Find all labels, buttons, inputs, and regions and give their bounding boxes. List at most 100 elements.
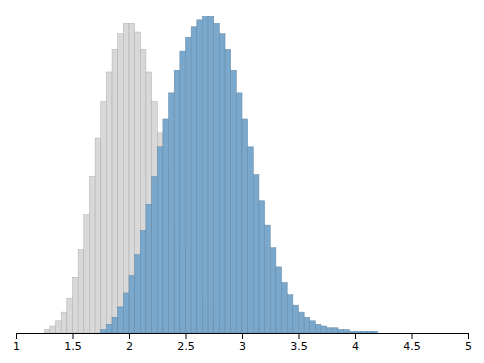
histogram-bar xyxy=(140,49,146,333)
tick: 4.5 xyxy=(403,333,421,353)
histogram-bar xyxy=(338,330,344,333)
histogram-bar xyxy=(231,70,237,333)
histogram-bar xyxy=(440,333,446,334)
histogram-bar xyxy=(406,333,412,334)
tick-mark xyxy=(468,333,469,339)
histogram-bar xyxy=(27,333,33,334)
histogram-bar xyxy=(208,16,214,333)
histogram-bar xyxy=(378,333,384,334)
tick-mark xyxy=(73,333,74,339)
histogram-bar xyxy=(152,102,158,333)
histogram-bar xyxy=(112,317,118,333)
tick-mark xyxy=(412,333,413,339)
histogram-bar xyxy=(95,138,101,333)
histogram-bar xyxy=(389,333,395,334)
histogram-bar xyxy=(73,277,79,333)
histogram-bar xyxy=(157,133,163,333)
histogram-bar xyxy=(406,333,412,334)
histogram-bar xyxy=(44,333,50,334)
histogram-bar xyxy=(225,49,231,333)
histogram-bar xyxy=(146,72,152,333)
histogram-bar xyxy=(16,333,22,334)
histogram-bar xyxy=(383,333,389,334)
histogram-bar xyxy=(33,333,39,334)
histogram-bar xyxy=(50,333,56,334)
tick-label: 3.5 xyxy=(290,340,308,353)
histogram-bar xyxy=(366,331,372,333)
tick-mark xyxy=(355,333,356,339)
axis-line xyxy=(17,334,469,340)
histogram-bar xyxy=(451,333,457,334)
histogram-bar xyxy=(106,72,112,333)
histogram-bar xyxy=(129,276,135,333)
histogram-bar xyxy=(462,333,468,334)
histogram-bar xyxy=(219,34,225,333)
histogram-bar xyxy=(16,333,22,334)
tick-mark xyxy=(186,333,187,339)
tick-mark xyxy=(129,333,130,339)
tick-mark xyxy=(16,333,17,339)
histogram-bar xyxy=(78,249,84,333)
tick: 2.5 xyxy=(177,333,195,353)
tick-label: 1.5 xyxy=(64,340,82,353)
histogram-bar xyxy=(440,333,446,334)
histogram-bar xyxy=(106,324,112,333)
histogram-bar xyxy=(389,333,395,334)
histogram-bar xyxy=(457,333,463,334)
tick-label: 5 xyxy=(465,340,472,353)
histogram-bar xyxy=(327,328,333,333)
histogram-bar xyxy=(423,333,429,334)
histogram-bar xyxy=(56,333,62,334)
histogram-bar xyxy=(412,333,418,334)
histogram-bar xyxy=(78,333,84,334)
histogram-bar xyxy=(95,333,101,334)
histogram-bar xyxy=(349,331,355,333)
histogram-bar xyxy=(186,37,192,333)
histogram-bar xyxy=(304,317,310,333)
histogram-bar xyxy=(445,333,451,334)
histogram-bar xyxy=(174,70,180,333)
histogram-bar xyxy=(400,333,406,334)
histogram-bar xyxy=(67,298,73,333)
histogram-bar xyxy=(61,312,67,333)
histogram-bar xyxy=(428,333,434,334)
histogram-bar xyxy=(56,321,62,333)
histogram-bar xyxy=(361,331,367,333)
tick-label: 3 xyxy=(239,340,246,353)
histogram-bar xyxy=(169,93,175,333)
histogram-bar xyxy=(73,333,79,334)
tick-label: 2 xyxy=(126,340,133,353)
tick: 1 xyxy=(13,333,20,353)
histogram-bar xyxy=(33,333,39,334)
histogram-bar xyxy=(417,333,423,334)
histogram-bar xyxy=(451,333,457,334)
histogram-bar xyxy=(293,305,299,333)
histogram-bar xyxy=(332,328,338,333)
histogram-series xyxy=(101,16,378,333)
histogram-bar xyxy=(152,176,158,333)
histogram-bar xyxy=(146,204,152,333)
histogram-bar xyxy=(140,230,146,333)
histogram-bar xyxy=(22,333,28,334)
tick: 1.5 xyxy=(64,333,82,353)
histogram-bar xyxy=(423,333,429,334)
histogram-bar xyxy=(315,324,321,333)
histogram-bar xyxy=(135,255,141,333)
histogram-bar xyxy=(50,326,56,333)
histogram-bar xyxy=(248,147,254,333)
histogram-bar xyxy=(355,331,361,333)
histogram-bar xyxy=(310,321,316,333)
histogram-bar xyxy=(157,147,163,333)
histogram-bar xyxy=(84,215,90,333)
histogram-bar xyxy=(242,119,248,333)
bars xyxy=(44,16,377,333)
histogram-bar xyxy=(253,175,259,333)
histogram-bar xyxy=(27,333,33,334)
histogram-bar xyxy=(372,331,378,333)
histogram-bar xyxy=(428,333,434,334)
histogram-bar xyxy=(214,23,220,333)
histogram-bar xyxy=(163,119,169,333)
histogram-bar xyxy=(39,333,45,334)
x-axis: 11.522.533.544.55 xyxy=(13,333,472,353)
tick: 3.5 xyxy=(290,333,308,353)
